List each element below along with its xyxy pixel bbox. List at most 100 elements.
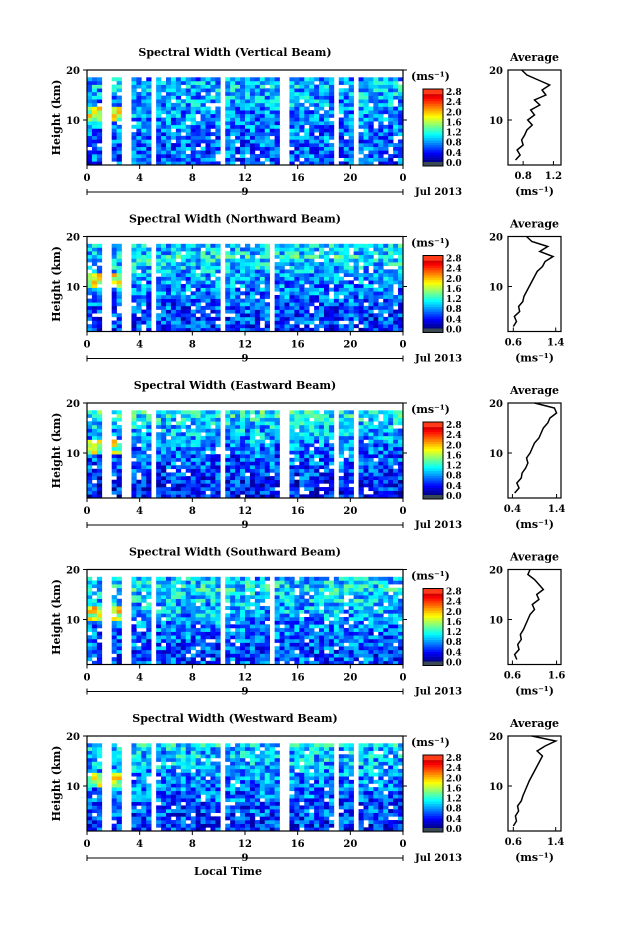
heatmap-cell bbox=[269, 117, 275, 122]
heatmap-cell bbox=[161, 258, 167, 263]
heatmap-cell bbox=[264, 294, 270, 299]
heatmap-cell bbox=[274, 461, 280, 466]
heatmap-cell bbox=[170, 457, 177, 462]
heatmap-cell bbox=[170, 110, 177, 115]
panel-vertical: Spectral Width (Vertical Beam)2010Height… bbox=[50, 46, 562, 198]
heatmap-cell bbox=[225, 457, 231, 462]
heatmap-cell bbox=[136, 294, 142, 299]
heatmap-cell bbox=[398, 305, 404, 310]
heatmap-cell bbox=[210, 613, 216, 618]
heatmap-cell bbox=[195, 620, 201, 625]
heatmap-cell bbox=[116, 276, 122, 281]
heatmap-cell bbox=[116, 624, 122, 629]
heatmap-cell bbox=[274, 465, 280, 470]
colorbar-swatch bbox=[423, 318, 443, 322]
heatmap-cell bbox=[170, 461, 177, 466]
heatmap-cell bbox=[304, 254, 310, 259]
heatmap-cell bbox=[309, 294, 315, 299]
heatmap-cell bbox=[205, 468, 211, 473]
heatmap-cell bbox=[161, 457, 167, 462]
heatmap-cell bbox=[314, 609, 320, 614]
average-title: Average bbox=[509, 51, 559, 64]
heatmap-cell bbox=[304, 624, 310, 629]
heatmap-cell bbox=[388, 102, 394, 107]
heatmap-cell bbox=[190, 99, 196, 104]
heatmap-cell bbox=[170, 439, 177, 444]
heatmap-cell bbox=[141, 646, 147, 651]
heatmap-cell bbox=[141, 113, 147, 118]
heatmap-cell bbox=[274, 421, 280, 426]
heatmap-cell bbox=[388, 117, 394, 122]
heatmap-cell bbox=[180, 284, 187, 288]
heatmap-cell bbox=[190, 324, 196, 329]
heatmap-cell bbox=[284, 617, 290, 621]
heatmap-cell bbox=[324, 143, 330, 148]
heatmap-cell bbox=[161, 446, 167, 451]
heatmap-cell bbox=[210, 95, 216, 100]
heatmap-cell bbox=[358, 494, 364, 499]
heatmap-cell bbox=[358, 254, 364, 259]
heatmap-cell bbox=[373, 280, 379, 285]
heatmap-cell bbox=[309, 327, 315, 332]
heatmap-cell bbox=[348, 468, 354, 473]
heatmap-cell bbox=[249, 584, 256, 589]
heatmap-cell bbox=[131, 446, 137, 451]
heatmap-cell bbox=[348, 461, 354, 466]
heatmap-cell bbox=[245, 139, 251, 144]
heatmap-cell bbox=[324, 587, 330, 592]
heatmap-cell bbox=[156, 476, 162, 481]
heatmap-cell bbox=[398, 410, 404, 415]
heatmap-cell bbox=[274, 435, 280, 440]
heatmap-cell bbox=[249, 620, 256, 625]
colorbar-tick-label: 2.8 bbox=[446, 88, 462, 98]
heatmap-cell bbox=[314, 161, 320, 166]
heatmap-cell bbox=[249, 446, 256, 451]
heatmap-cell bbox=[205, 77, 211, 82]
heatmap-cell bbox=[161, 157, 167, 162]
heatmap-cell bbox=[388, 424, 394, 429]
heatmap-cell bbox=[348, 243, 354, 248]
heatmap-cell bbox=[358, 280, 364, 285]
heatmap-cell bbox=[254, 251, 261, 256]
heatmap-cell bbox=[289, 302, 295, 307]
heatmap-cell bbox=[96, 327, 103, 332]
heatmap-cell bbox=[116, 446, 122, 451]
heatmap-cell bbox=[205, 154, 211, 158]
heatmap-cell bbox=[200, 410, 206, 415]
heatmap-cell bbox=[156, 584, 162, 589]
heatmap-cell bbox=[378, 324, 384, 329]
heatmap-cell bbox=[185, 161, 191, 166]
heatmap-cell bbox=[328, 446, 335, 451]
heatmap-cell bbox=[279, 642, 285, 647]
heatmap-cell bbox=[166, 465, 172, 470]
heatmap-cell bbox=[170, 631, 177, 636]
heatmap-cell bbox=[343, 280, 349, 285]
heatmap-cell bbox=[319, 124, 325, 129]
heatmap-cell bbox=[141, 320, 147, 325]
heatmap-cell bbox=[294, 609, 300, 614]
heatmap-cell bbox=[338, 305, 345, 310]
heatmap-cell bbox=[156, 258, 162, 263]
heatmap-cell bbox=[274, 657, 280, 662]
heatmap-cell bbox=[166, 113, 172, 118]
heatmap-cell bbox=[91, 110, 98, 115]
heatmap-cell bbox=[215, 298, 221, 303]
heatmap-cell bbox=[190, 595, 196, 600]
heatmap-cell bbox=[254, 327, 261, 332]
heatmap-cell bbox=[215, 146, 221, 151]
heatmap-cell bbox=[91, 410, 98, 415]
heatmap-cell bbox=[141, 439, 147, 444]
heatmap-cell bbox=[215, 483, 221, 488]
heatmap-cell bbox=[240, 291, 246, 296]
heatmap-cell bbox=[264, 483, 270, 488]
heatmap-cell bbox=[294, 80, 300, 85]
heatmap-cell bbox=[156, 602, 162, 607]
heatmap-cell bbox=[358, 251, 364, 256]
heatmap-cell bbox=[225, 84, 231, 89]
heatmap-cell bbox=[87, 642, 93, 647]
heatmap-cell bbox=[111, 117, 117, 122]
heatmap-cell bbox=[156, 439, 162, 444]
heatmap-cell bbox=[87, 653, 93, 658]
heatmap-cell bbox=[111, 124, 117, 129]
heatmap-cell bbox=[304, 309, 310, 314]
